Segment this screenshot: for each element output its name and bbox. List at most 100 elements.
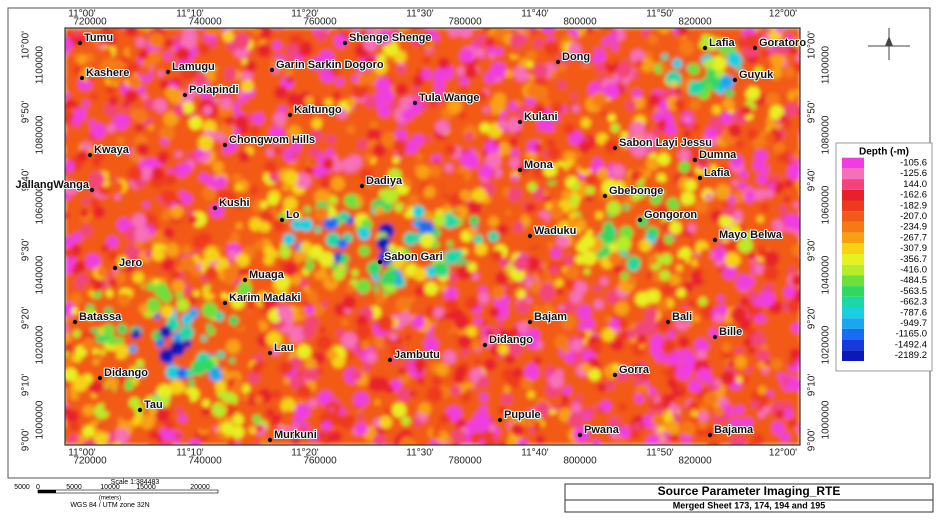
raster-cell <box>793 62 804 73</box>
raster-cell <box>357 139 367 149</box>
place-dot <box>528 234 532 238</box>
raster-cell <box>664 123 676 135</box>
raster-cell <box>783 409 793 419</box>
raster-cell <box>89 119 95 125</box>
raster-cell <box>89 290 95 296</box>
raster-cell <box>657 300 669 312</box>
raster-cell <box>93 206 105 218</box>
raster-cell <box>239 101 253 115</box>
raster-cell <box>568 412 583 427</box>
raster-cell <box>483 107 489 113</box>
raster-cell <box>670 81 677 88</box>
easting-label: 780000 <box>448 456 482 467</box>
legend-label: -356.7 <box>900 254 927 265</box>
raster-cell <box>639 239 651 251</box>
raster-cell <box>664 234 674 244</box>
raster-cell <box>784 286 796 298</box>
raster-cell <box>395 83 408 96</box>
raster-cell <box>118 293 131 306</box>
raster-cell <box>260 201 268 209</box>
raster-cell <box>63 212 70 219</box>
raster-cell <box>239 435 254 450</box>
raster-cell <box>178 393 190 405</box>
raster-cell <box>472 188 486 202</box>
raster-cell <box>183 340 191 348</box>
raster-cell <box>471 340 481 350</box>
raster-cell <box>279 247 291 259</box>
raster-cell <box>351 369 362 380</box>
northing-label: 1100000 <box>821 45 832 84</box>
raster-cell <box>297 385 311 399</box>
raster-cell <box>727 52 742 67</box>
raster-cell <box>480 405 487 412</box>
raster-cell <box>323 158 334 169</box>
raster-cell <box>221 292 228 299</box>
place-label: Lafia <box>704 167 731 179</box>
lon-label: 11°30' <box>406 9 434 20</box>
raster-cell <box>351 269 358 276</box>
raster-cell <box>552 249 561 258</box>
place-dot <box>80 76 84 80</box>
raster-cell <box>794 202 801 209</box>
raster-cell <box>521 215 529 223</box>
raster-cell <box>249 426 257 434</box>
raster-cell <box>212 161 223 172</box>
raster-cell <box>736 376 743 383</box>
raster-cell <box>402 152 409 159</box>
raster-cell <box>97 266 108 277</box>
raster-cell <box>81 225 92 236</box>
raster-cell <box>136 143 149 156</box>
raster-cell <box>107 108 117 118</box>
raster-cell <box>688 80 702 94</box>
raster-cell <box>328 406 335 413</box>
raster-cell <box>487 46 495 54</box>
raster-cell <box>763 265 779 281</box>
raster-cell <box>532 272 539 279</box>
place-label: Pupule <box>504 409 541 421</box>
easting-label: 740000 <box>188 17 222 28</box>
raster-cell <box>654 112 664 122</box>
place-label: Chongwom Hills <box>229 134 315 146</box>
raster-cell <box>539 122 548 131</box>
raster-cell <box>585 174 598 187</box>
raster-cell <box>347 171 362 186</box>
raster-cell <box>722 98 734 110</box>
raster-cell <box>746 86 760 100</box>
raster-cell <box>511 423 524 436</box>
raster-cell <box>58 77 64 83</box>
raster-cell <box>300 279 308 287</box>
raster-cell <box>773 175 781 183</box>
raster-cell <box>754 189 765 200</box>
raster-cell <box>757 350 769 362</box>
northing-label: 1080000 <box>35 115 46 154</box>
place-label: Kulani <box>524 111 558 123</box>
raster-cell <box>565 353 575 363</box>
raster-cell <box>107 124 116 133</box>
raster-cell <box>216 176 227 187</box>
place-dot <box>556 60 560 64</box>
raster-cell <box>480 393 488 401</box>
raster-cell <box>62 134 76 148</box>
raster-cell <box>453 431 466 444</box>
place-dot <box>518 168 522 172</box>
raster-cell <box>529 363 536 370</box>
raster-cell <box>73 53 79 59</box>
place-dot <box>223 143 227 147</box>
raster-cell <box>478 376 489 387</box>
raster-cell <box>92 156 100 164</box>
raster-cell <box>70 391 79 400</box>
raster-cell <box>736 275 752 291</box>
raster-cell <box>439 319 452 332</box>
raster-cell <box>234 116 248 130</box>
raster-cell <box>162 259 174 271</box>
raster-cell <box>509 102 518 111</box>
raster-cell <box>630 170 642 182</box>
place-dot <box>528 320 532 324</box>
raster-cell <box>409 296 415 302</box>
place-label: Bali <box>672 311 692 323</box>
raster-cell <box>583 413 590 420</box>
scale-tick-label: 0 <box>36 484 40 491</box>
raster-cell <box>763 423 773 433</box>
raster-cell <box>590 342 602 354</box>
raster-cell <box>597 168 609 180</box>
